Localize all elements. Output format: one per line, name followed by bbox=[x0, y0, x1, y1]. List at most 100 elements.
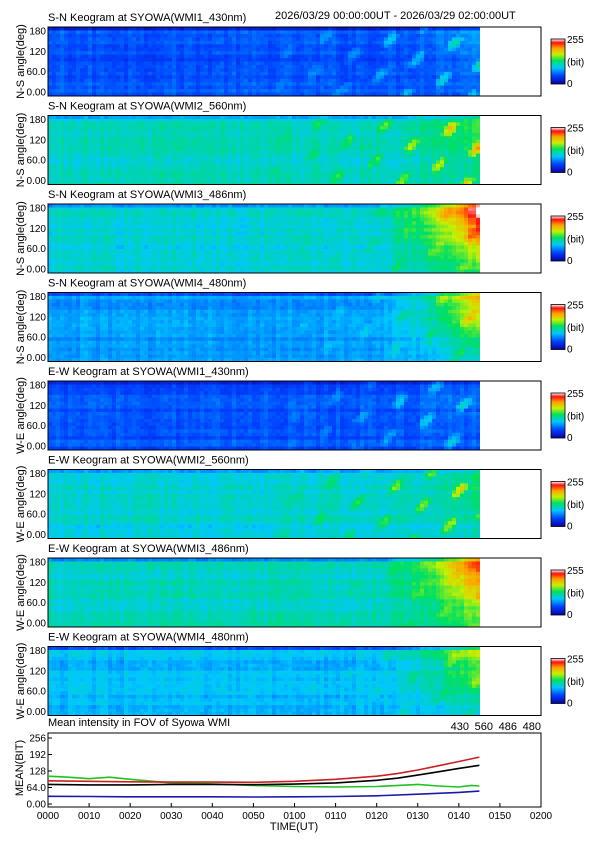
keogram-ytick-label: 0.00 bbox=[27, 442, 47, 453]
keogram-ytick-label: 0.00 bbox=[27, 353, 47, 364]
keogram-ylabel: N-S angle(deg) bbox=[15, 290, 27, 365]
mean-intensity-plot-frame bbox=[48, 733, 541, 807]
colorbar-unit-label: (bit) bbox=[567, 412, 584, 423]
mean-ytick-label: 64.0 bbox=[27, 783, 47, 794]
keogram-ylabel: W-E angle(deg) bbox=[15, 554, 27, 631]
colorbar-scale bbox=[551, 570, 565, 615]
keogram-image bbox=[48, 647, 480, 716]
keogram-ytick-label: 60.0 bbox=[27, 598, 47, 609]
colorbar-max-label: 255 bbox=[567, 478, 584, 489]
keogram-ytick-label: 180 bbox=[29, 115, 46, 126]
colorbar: 255 (bit) 0 bbox=[551, 478, 584, 533]
keogram-ytick-label: 180 bbox=[29, 381, 46, 392]
colorbar-min-label: 0 bbox=[567, 345, 573, 356]
mean-xtick-label: 0150 bbox=[489, 811, 512, 822]
keogram-image bbox=[48, 293, 480, 362]
mean-xtick-label: 0020 bbox=[119, 811, 142, 822]
colorbar-min-label: 0 bbox=[567, 433, 573, 444]
keogram-ytick-label: 120 bbox=[29, 666, 46, 677]
keogram-title: S-N Keogram at SYOWA(WMI3_486nm) bbox=[48, 189, 246, 201]
keogram-panel: S-N Keogram at SYOWA(WMI2_560nm)N-S angl… bbox=[15, 101, 584, 188]
colorbar: 255(bit)0 bbox=[551, 35, 584, 90]
colorbar-unit-label: (bit) bbox=[567, 323, 584, 334]
keogram-ytick-label: 0.00 bbox=[27, 176, 47, 187]
keogram-ytick-label: 60.0 bbox=[27, 67, 47, 78]
colorbar-unit-label: (bit) bbox=[567, 677, 584, 688]
mean-xtick-label: 0040 bbox=[201, 811, 224, 822]
colorbar-unit-label: (bit) bbox=[567, 235, 584, 246]
colorbar-scale bbox=[551, 393, 565, 438]
colorbar: 255 (bit) 0 bbox=[551, 566, 584, 621]
keogram-no-data-area bbox=[480, 558, 541, 627]
keogram-image bbox=[48, 558, 480, 627]
keogram-title: S-N Keogram at SYOWA(WMI2_560nm) bbox=[48, 101, 246, 113]
keogram-ytick-label: 120 bbox=[29, 401, 46, 412]
mean-legend-entry: 560 bbox=[475, 721, 493, 733]
keogram-ytick-label: 0.00 bbox=[27, 619, 47, 630]
colorbar-max-label: 255 bbox=[567, 301, 584, 312]
keogram-ytick-label: 60.0 bbox=[27, 333, 47, 344]
keogram-ylabel: N-S angle(deg) bbox=[15, 201, 27, 276]
colorbar-unit-label: (bit) bbox=[567, 589, 584, 600]
keogram-ytick-label: 0.00 bbox=[27, 265, 47, 276]
keogram-ytick-label: 0.00 bbox=[27, 88, 47, 99]
keogram-ytick-label: 120 bbox=[29, 489, 46, 500]
keogram-image bbox=[48, 470, 480, 539]
keogram-image bbox=[48, 204, 480, 273]
keogram-ylabel: N-S angle(deg) bbox=[15, 24, 27, 99]
keogram-ytick-label: 180 bbox=[29, 292, 46, 303]
colorbar-min-label: 0 bbox=[567, 168, 573, 179]
keogram-ytick-label: 60.0 bbox=[27, 156, 47, 167]
mean-xtick-label: 0000 bbox=[37, 811, 60, 822]
mean-xtick-label: 0050 bbox=[242, 811, 265, 822]
mean-ytick-label: 192 bbox=[29, 750, 46, 761]
mean-legend-entry: 486 bbox=[499, 721, 517, 733]
keogram-ytick-label: 0.00 bbox=[27, 530, 47, 541]
colorbar: 255(bit)0 bbox=[551, 389, 584, 444]
keogram-panel: E-W Keogram at SYOWA(WMI4_480nm)W-E angl… bbox=[15, 632, 584, 720]
colorbar: 255 (bit) 0 bbox=[551, 301, 584, 356]
colorbar-min-label: 0 bbox=[567, 699, 573, 710]
colorbar-min-label: 0 bbox=[567, 522, 573, 533]
colorbar-unit-label: (bit) bbox=[567, 146, 584, 157]
mean-xtick-label: 0110 bbox=[325, 811, 347, 822]
mean-intensity-lines bbox=[48, 757, 479, 797]
mean-xtick-label: 0130 bbox=[407, 811, 430, 822]
keogram-panels: S-N Keogram at SYOWA(WMI1_430nm)N-S angl… bbox=[15, 12, 584, 719]
colorbar-scale bbox=[551, 128, 565, 173]
keogram-ytick-label: 120 bbox=[29, 578, 46, 589]
colorbar-scale bbox=[551, 216, 565, 261]
colorbar: 255 (bit) 0 bbox=[551, 655, 584, 710]
colorbar-max-label: 255 bbox=[567, 212, 584, 223]
keogram-ytick-label: 60.0 bbox=[27, 687, 47, 698]
keogram-no-data-area bbox=[480, 27, 541, 96]
colorbar-max-label: 255 bbox=[567, 566, 584, 577]
keogram-ytick-label: 120 bbox=[29, 135, 46, 146]
keogram-ytick-label: 180 bbox=[29, 646, 46, 657]
keogram-ylabel: W-E angle(deg) bbox=[15, 377, 27, 454]
mean-xtick-label: 0030 bbox=[160, 811, 183, 822]
mean-intensity-title: Mean intensity in FOV of Syowa WMI bbox=[48, 717, 230, 729]
keogram-image bbox=[48, 381, 480, 450]
time-range-label: 2026/03/29 00:00:00UT - 2026/03/29 02:00… bbox=[275, 10, 516, 22]
keogram-panel: E-W Keogram at SYOWA(WMI2_560nm)W-E angl… bbox=[15, 455, 584, 543]
colorbar-unit-label: (bit) bbox=[567, 500, 584, 511]
keogram-panel: E-W Keogram at SYOWA(WMI1_430nm) W-E angl… bbox=[15, 366, 584, 454]
colorbar-scale bbox=[551, 305, 565, 350]
colorbar-max-label: 255 bbox=[567, 655, 584, 666]
keogram-ylabel: W-E angle(deg) bbox=[15, 643, 27, 720]
colorbar-min-label: 0 bbox=[567, 610, 573, 621]
keogram-title: E-W Keogram at SYOWA(WMI2_560nm) bbox=[48, 455, 249, 467]
colorbar-max-label: 255 bbox=[567, 35, 584, 46]
mean-legend-entry: 430 bbox=[451, 721, 469, 733]
colorbar-scale bbox=[551, 482, 565, 527]
keogram-no-data-area bbox=[480, 116, 541, 185]
keogram-ytick-label: 120 bbox=[29, 47, 46, 58]
mean-xtick-label: 0200 bbox=[530, 811, 553, 822]
keogram-title: E-W Keogram at SYOWA(WMI1_430nm) bbox=[48, 366, 249, 378]
keogram-ytick-label: 60.0 bbox=[27, 421, 47, 432]
keogram-no-data-area bbox=[480, 293, 541, 362]
colorbar-scale bbox=[551, 659, 565, 704]
